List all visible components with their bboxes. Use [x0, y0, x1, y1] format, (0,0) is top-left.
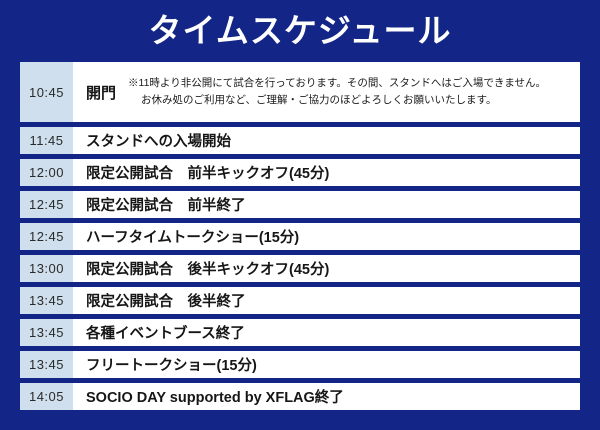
schedule-row: 12:45 ハーフタイムトークショー(15分) — [20, 223, 580, 250]
event-label: SOCIO DAY supported by XFLAG終了 — [86, 390, 344, 406]
time-cell: 11:45 — [20, 127, 73, 154]
schedule-row: 13:45 フリートークショー(15分) — [20, 351, 580, 378]
note-line-2: お休み処のご利用など、ご理解・ご協力のほどよろしくお願いいたします。 — [141, 94, 497, 106]
event-label: 限定公開試合 前半終了 — [86, 198, 246, 214]
time-cell: 12:45 — [20, 223, 73, 250]
page-title: タイムスケジュール — [148, 12, 452, 49]
schedule-rows: 10:45 開門 ※11時より非公開にて試合を行っております。その間、スタンドへ… — [20, 62, 580, 410]
event-label: ハーフタイムトークショー(15分) — [86, 230, 300, 246]
schedule-row: 12:00 限定公開試合 前半キックオフ(45分) — [20, 159, 580, 186]
schedule-row: 14:05 SOCIO DAY supported by XFLAG終了 — [20, 383, 580, 410]
schedule-row: 12:45 限定公開試合 前半終了 — [20, 191, 580, 218]
event-label: 限定公開試合 後半終了 — [86, 294, 246, 310]
time-cell: 12:00 — [20, 159, 73, 186]
event-label: 開門 — [86, 84, 117, 102]
time-cell: 13:00 — [20, 255, 73, 282]
schedule-row: 13:45 各種イベントブース終了 — [20, 319, 580, 346]
schedule-row: 11:45 スタンドへの入場開始 — [20, 127, 580, 154]
time-cell: 13:45 — [20, 351, 73, 378]
schedule-row: 10:45 開門 ※11時より非公開にて試合を行っております。その間、スタンドへ… — [20, 62, 580, 122]
event-label: 各種イベントブース終了 — [86, 326, 245, 342]
time-cell: 12:45 — [20, 191, 73, 218]
event-label: スタンドへの入場開始 — [86, 134, 231, 150]
event-label: 限定公開試合 前半キックオフ(45分) — [86, 166, 330, 182]
event-label: フリートークショー(15分) — [86, 358, 257, 374]
event-label: 限定公開試合 後半キックオフ(45分) — [86, 262, 330, 278]
note-text: ※11時より非公開にて試合を行っております。その間、スタンドへはご入場できません… — [128, 62, 546, 122]
schedule-row: 13:45 限定公開試合 後半終了 — [20, 287, 580, 314]
schedule-row: 13:00 限定公開試合 後半キックオフ(45分) — [20, 255, 580, 282]
time-cell: 14:05 — [20, 383, 73, 410]
time-cell: 10:45 — [20, 62, 73, 122]
time-cell: 13:45 — [20, 319, 73, 346]
time-cell: 13:45 — [20, 287, 73, 314]
note-line-1: ※11時より非公開にて試合を行っております。その間、スタンドへはご入場できません… — [128, 77, 546, 89]
